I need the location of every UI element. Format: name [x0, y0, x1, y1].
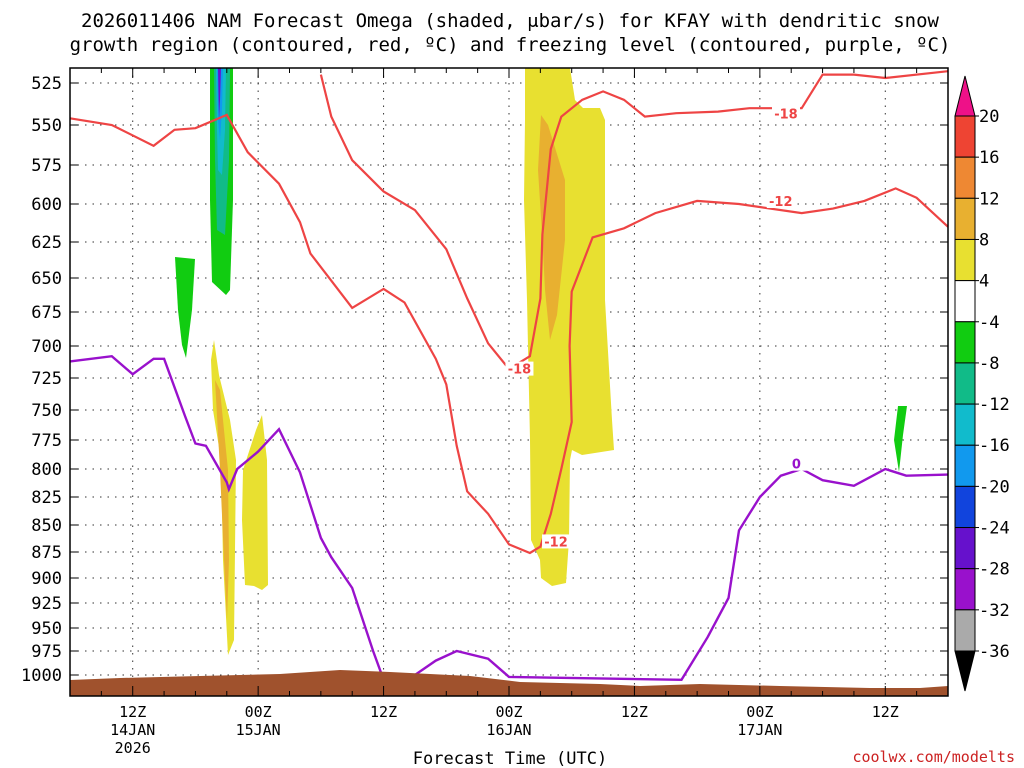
colorbar-label: -24 [979, 519, 1010, 539]
omega-region-purple-upper [218, 68, 221, 120]
y-tick-label: 875 [31, 543, 62, 563]
x-tick-date: 17JAN [737, 721, 782, 739]
colorbar-segment [954, 238, 976, 282]
y-tick-label: 750 [31, 401, 62, 421]
x-tick-date: 15JAN [236, 721, 281, 739]
colorbar-label: -8 [979, 354, 999, 374]
colorbar-segment [954, 115, 976, 158]
y-tick-label: 725 [31, 369, 62, 389]
y-tick-label: 550 [31, 116, 62, 136]
colorbar-segment [954, 280, 976, 323]
chart-title-line-1: 2026011406 NAM Forecast Omega (shaded, μ… [81, 10, 939, 32]
y-tick-label: 700 [31, 337, 62, 357]
y-tick-label: 675 [31, 303, 62, 323]
colorbar-label: -32 [979, 601, 1010, 621]
y-tick-label: 950 [31, 619, 62, 639]
colorbar-label: 8 [979, 230, 989, 250]
y-tick-label: 975 [31, 642, 62, 662]
x-axis-label: Forecast Time (UTC) [413, 749, 607, 768]
contour-labels: -18 -12 -18 -12 0 [505, 106, 811, 550]
colorbar-label: -16 [979, 436, 1010, 456]
terrain-ground [70, 670, 948, 696]
colorbar-segment [954, 444, 976, 487]
colorbar-segment [954, 527, 976, 570]
dendritic-contour-minus18-west [69, 113, 949, 555]
x-tick-label: 12Z [370, 703, 397, 721]
y-tick-label: 925 [31, 594, 62, 614]
y-tick-label: 1000 [21, 666, 62, 686]
colorbar-segment [954, 321, 976, 364]
colorbar-label: 4 [979, 272, 989, 292]
contour-label-bg [505, 361, 534, 376]
x-tick-label: 12Z [621, 703, 648, 721]
omega-region-orange-main [538, 115, 565, 340]
y-tick-label: 650 [31, 269, 62, 289]
x-tick-date: 16JAN [486, 721, 531, 739]
colorbar-segment [954, 362, 976, 405]
contour-label-bg [542, 534, 571, 549]
colorbar-bottom-arrow [954, 650, 976, 692]
x-tick-label: 12Z [872, 703, 899, 721]
y-tick-label: 525 [31, 74, 62, 94]
colorbar-segment [954, 609, 976, 652]
x-tick-date: 14JAN [110, 721, 155, 739]
y-tick-label: 800 [31, 460, 62, 480]
contour-label: -18 [774, 108, 798, 123]
x-tick-year: 2026 [115, 739, 151, 757]
colorbar-label: -20 [979, 477, 1010, 497]
y-tick-label: 900 [31, 569, 62, 589]
omega-region-green-patch [175, 257, 195, 358]
colorbar-label: -36 [979, 642, 1010, 662]
omega-region-green-right [894, 406, 907, 472]
colorbar-segment [954, 156, 976, 199]
y-tick-label: 775 [31, 431, 62, 451]
x-tick-label: 00Z [495, 703, 522, 721]
contour-label: 0 [792, 458, 801, 473]
y-tick-label: 825 [31, 488, 62, 508]
x-tick-label: 12Z [119, 703, 146, 721]
colorbar-top-arrow [954, 75, 976, 117]
contour-label-bg [771, 106, 800, 121]
colorbar: 20 16 12 8 4 -4 -8 -12 -16 -20 -24 -28 -32 -36 [954, 75, 1010, 692]
contour-label: -18 [508, 363, 532, 378]
chart-title-line-2: growth region (contoured, red, ºC) and f… [70, 34, 951, 56]
y-tick-label: 600 [31, 195, 62, 215]
contour-label-bg [782, 456, 811, 471]
x-tick-label: 00Z [245, 703, 272, 721]
colorbar-label: -4 [979, 313, 999, 333]
colorbar-label: 20 [979, 107, 999, 127]
contour-label: -12 [544, 535, 568, 550]
y-tick-label: 850 [31, 516, 62, 536]
pressure-axis: 525 550 575 600 625 650 675 700 725 750 775 800 825 8… [21, 74, 948, 686]
x-tick-label: 00Z [746, 703, 773, 721]
contour-label: -12 [769, 195, 793, 210]
credit-text: coolwx.com/modelts [852, 748, 1015, 766]
omega-shading [175, 68, 907, 655]
contour-label-bg [766, 194, 795, 208]
colorbar-label: -12 [979, 395, 1010, 415]
colorbar-label: -28 [979, 560, 1010, 580]
colorbar-segment [954, 403, 976, 446]
colorbar-label: 12 [979, 189, 999, 209]
y-tick-label: 575 [31, 156, 62, 176]
y-tick-label: 625 [31, 233, 62, 253]
colorbar-segment [954, 568, 976, 611]
colorbar-segment [954, 485, 976, 529]
colorbar-label: 16 [979, 148, 999, 168]
colorbar-segment [954, 197, 976, 240]
omega-region-orange-lower [215, 380, 229, 620]
